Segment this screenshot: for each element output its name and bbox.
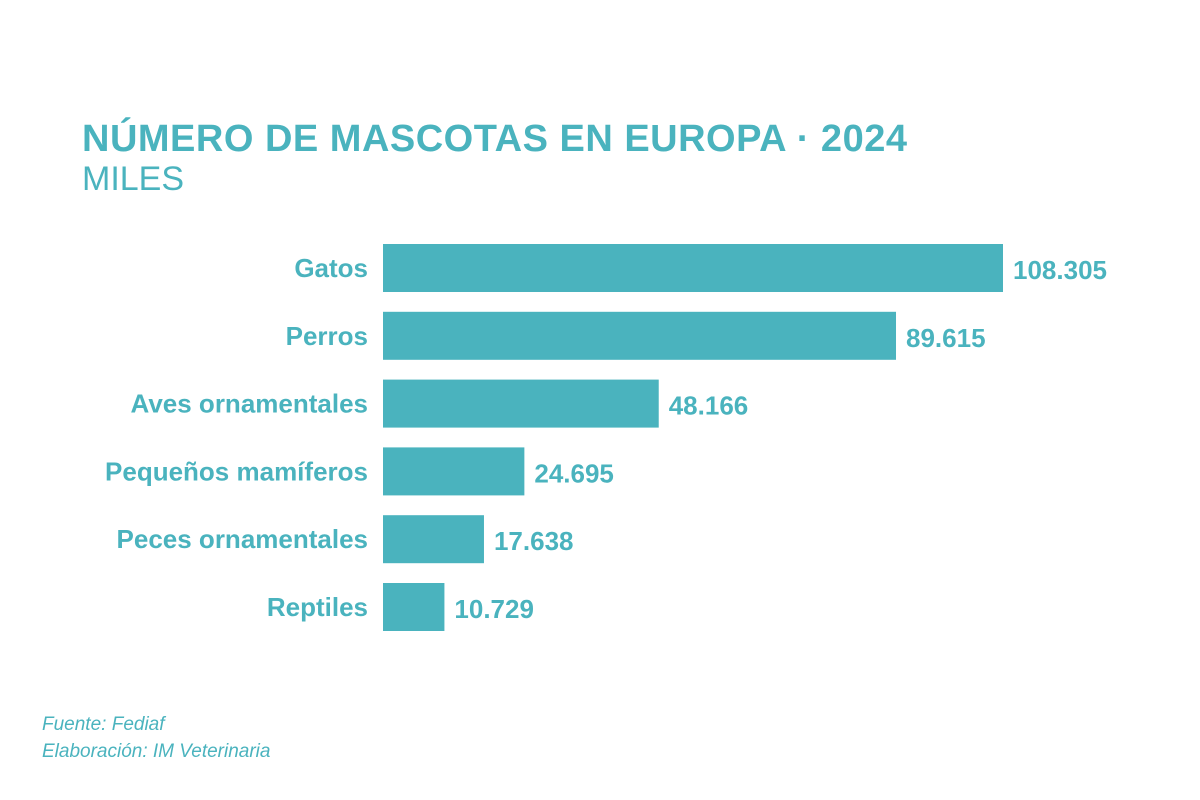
value-label: 24.695 — [534, 458, 614, 488]
bar-2 — [383, 379, 659, 428]
value-label: 89.615 — [906, 323, 986, 353]
category-label: Pequeños mamíferos — [105, 456, 368, 486]
credit-note: Elaboración: IM Veterinaria — [42, 741, 271, 762]
chart-title: NÚMERO DE MASCOTAS EN EUROPA · 2024 — [82, 118, 908, 160]
value-label: 10.729 — [454, 594, 534, 624]
value-label: 48.166 — [669, 391, 749, 421]
bar-3 — [383, 447, 525, 496]
bar-4 — [383, 515, 484, 564]
chart-subtitle: MILES — [82, 160, 185, 198]
category-label: Aves ornamentales — [131, 389, 368, 419]
value-label: 17.638 — [494, 526, 574, 556]
category-label: Peces ornamentales — [117, 524, 368, 554]
source-note: Fuente: Fediaf — [42, 714, 165, 735]
category-label: Perros — [286, 321, 368, 351]
value-label: 108.305 — [1013, 255, 1107, 285]
bar-0 — [383, 244, 1003, 292]
bar-5 — [383, 583, 445, 631]
bar-1 — [383, 311, 897, 360]
category-label: Reptiles — [267, 592, 368, 622]
category-label: Gatos — [294, 253, 368, 283]
